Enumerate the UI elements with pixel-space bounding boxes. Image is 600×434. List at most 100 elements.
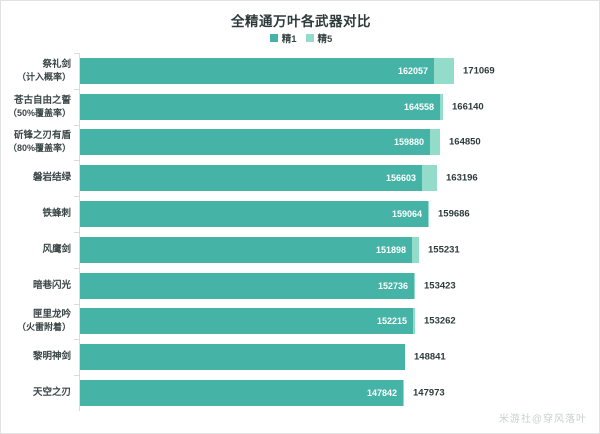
y-axis-line — [79, 53, 80, 411]
bar-total-label: 155231 — [428, 244, 460, 256]
category-label: 祭礼剑 （计入概率） — [1, 59, 71, 83]
bar-value-label-series-1: 156603 — [385, 173, 416, 184]
bar-row: 铁蜂刺 159064 159686 — [1, 196, 600, 232]
axis-tick — [74, 339, 79, 341]
bar-value-label-series-1: 147842 — [366, 388, 397, 399]
bar-segment-series-1[interactable]: 147842 — [80, 380, 403, 407]
bar-value-label-series-1: 152215 — [376, 316, 407, 327]
bar-total-label: 164850 — [449, 136, 481, 148]
bar-total-label: 166140 — [452, 101, 484, 113]
legend-label-series-2: 精5 — [317, 34, 333, 45]
bar-segment-series-2[interactable] — [428, 201, 429, 228]
bar-value-label-series-1: 162057 — [397, 65, 428, 76]
bar-segment-series-2[interactable] — [434, 57, 454, 84]
category-label-line1: 苍古自由之誓 — [13, 94, 71, 106]
bar-total-label: 153262 — [424, 315, 456, 327]
axis-tick — [74, 124, 79, 126]
bar-segment-series-2[interactable] — [430, 129, 440, 156]
axis-tick — [74, 88, 79, 90]
bar-total-label: 163196 — [446, 172, 478, 184]
bar-value-label-series-1: 151898 — [375, 244, 406, 255]
bar-segment-series-1[interactable]: 152736 — [80, 272, 414, 299]
bar-segment-series-1[interactable]: 162057 — [80, 57, 434, 84]
bar-row: 风鹰剑 151898 155231 — [1, 231, 600, 268]
bar-total-label: 153423 — [424, 280, 456, 292]
category-label: 天空之刃 — [1, 387, 71, 399]
category-label: 匣里龙吟 （火雷附着） — [1, 309, 71, 333]
category-label-line1: 暗巷闪光 — [32, 279, 71, 291]
bar-row: 暗巷闪光 152736 153423 — [1, 267, 600, 304]
bar-row: 磐岩结绿 156603 163196 — [1, 160, 600, 196]
legend-swatch-icon-series-2 — [305, 34, 314, 42]
bar-segment-series-1[interactable]: 159064 — [80, 201, 428, 228]
bar-segment-series-1[interactable]: 159880 — [80, 129, 430, 156]
bar-segment-series-1[interactable]: 152215 — [80, 308, 413, 335]
axis-tick — [74, 231, 79, 233]
axis-tick — [74, 375, 79, 377]
category-label: 铁蜂刺 — [1, 208, 71, 220]
category-label-line1: 磐岩结绿 — [32, 172, 71, 184]
stacked-bar[interactable] — [80, 344, 405, 371]
bar-value-label-series-1: 152736 — [377, 280, 408, 291]
bar-segment-series-1[interactable]: 164558 — [80, 93, 440, 120]
category-label-line1: 祭礼剑 — [42, 58, 71, 70]
axis-tick — [74, 196, 79, 198]
category-label: 风鹰剑 — [1, 244, 71, 256]
chart-title: 全精通万叶各武器对比 — [231, 14, 371, 29]
category-label-line1: 风鹰剑 — [42, 243, 71, 255]
bar-row: 匣里龙吟 （火雷附着） 152215 153262 — [1, 303, 600, 340]
stacked-bar[interactable]: 147842 — [80, 380, 404, 407]
bar-rows: 祭礼剑 （计入概率） 162057 171069 苍古自由之誓 （50%覆盖率） 16455… — [1, 53, 600, 411]
category-label-line1: 天空之刃 — [32, 387, 71, 399]
category-label-line2: （80%覆盖率） — [7, 143, 71, 154]
category-label: 黎明神剑 — [1, 351, 71, 363]
axis-tick — [74, 303, 79, 305]
bar-value-label-series-1: 159064 — [391, 209, 422, 220]
bar-segment-series-2[interactable] — [422, 165, 437, 192]
legend-item-series-1: 精1 — [269, 31, 297, 45]
bar-value-label-series-1: 164558 — [403, 101, 434, 112]
bar-row: 斫锋之刃有盾 （80%覆盖率） 159880 164850 — [1, 124, 600, 161]
stacked-bar[interactable]: 156603 — [80, 165, 437, 192]
chart-legend: 精1 精5 — [1, 31, 600, 45]
category-label: 苍古自由之誓 （50%覆盖率） — [1, 95, 71, 119]
bar-segment-series-2[interactable] — [413, 308, 415, 335]
bar-segment-series-2[interactable] — [412, 236, 419, 263]
legend-swatch-icon-series-1 — [269, 34, 278, 42]
bar-segment-series-1[interactable]: 156603 — [80, 165, 422, 192]
stacked-bar[interactable]: 152215 — [80, 308, 415, 335]
bar-segment-series-1[interactable]: 151898 — [80, 236, 412, 263]
stacked-bar[interactable]: 164558 — [80, 93, 443, 120]
bar-row: 天空之刃 147842 147973 — [1, 375, 600, 411]
bar-row: 苍古自由之誓 （50%覆盖率） 164558 166140 — [1, 88, 600, 125]
category-label-line1: 黎明神剑 — [32, 351, 71, 363]
category-label-line2: （计入概率） — [16, 71, 71, 82]
legend-item-series-2: 精5 — [305, 31, 333, 45]
axis-tick — [74, 160, 79, 162]
category-label: 磐岩结绿 — [1, 172, 71, 184]
bar-value-label-series-1: 159880 — [393, 137, 424, 148]
stacked-bar[interactable]: 152736 — [80, 272, 415, 299]
bar-total-label: 171069 — [463, 65, 495, 77]
legend-label-series-1: 精1 — [281, 34, 297, 45]
stacked-bar[interactable]: 159064 — [80, 201, 429, 228]
category-label-line1: 匣里龙吟 — [32, 309, 71, 321]
plot-area: 祭礼剑 （计入概率） 162057 171069 苍古自由之誓 （50%覆盖率） 16455… — [1, 51, 600, 423]
bar-total-label: 159686 — [438, 208, 470, 220]
axis-tick — [74, 267, 79, 269]
bar-segment-series-2[interactable] — [440, 93, 443, 120]
stacked-bar[interactable]: 151898 — [80, 236, 419, 263]
axis-tick — [74, 53, 79, 54]
category-label: 暗巷闪光 — [1, 280, 71, 292]
bar-total-label: 147973 — [413, 387, 445, 399]
bar-total-label: 148841 — [414, 351, 446, 363]
stacked-bar[interactable]: 159880 — [80, 129, 440, 156]
bar-segment-series-2[interactable] — [403, 380, 404, 407]
stacked-bar[interactable]: 162057 — [80, 57, 454, 84]
category-label: 斫锋之刃有盾 （80%覆盖率） — [1, 130, 71, 154]
bar-segment-series-1[interactable] — [80, 344, 405, 371]
bar-segment-series-2[interactable] — [414, 272, 415, 299]
category-label-line2: （50%覆盖率） — [7, 107, 71, 118]
category-label-line1: 铁蜂刺 — [42, 208, 71, 220]
